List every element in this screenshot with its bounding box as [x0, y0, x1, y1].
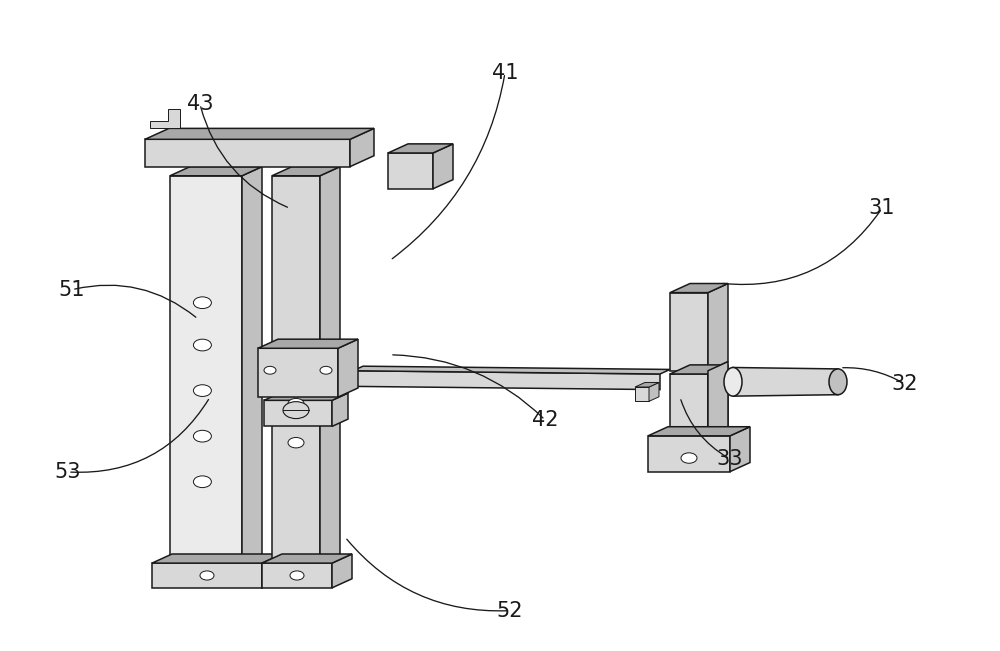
- Polygon shape: [388, 153, 433, 189]
- Circle shape: [288, 437, 304, 448]
- Polygon shape: [433, 144, 453, 189]
- Text: 32: 32: [892, 374, 918, 394]
- Polygon shape: [353, 371, 660, 389]
- Polygon shape: [670, 374, 708, 436]
- Text: 41: 41: [492, 63, 518, 83]
- Polygon shape: [152, 554, 282, 563]
- Circle shape: [681, 453, 697, 464]
- Circle shape: [200, 571, 214, 580]
- Polygon shape: [262, 554, 352, 563]
- Polygon shape: [648, 436, 730, 471]
- Polygon shape: [649, 383, 659, 401]
- Text: 42: 42: [532, 410, 558, 430]
- Polygon shape: [635, 387, 649, 401]
- Polygon shape: [708, 365, 728, 436]
- Polygon shape: [262, 563, 332, 588]
- Circle shape: [193, 385, 211, 396]
- Text: 51: 51: [59, 280, 85, 299]
- Polygon shape: [670, 293, 708, 371]
- Circle shape: [264, 367, 276, 374]
- Polygon shape: [258, 339, 358, 348]
- Ellipse shape: [724, 367, 742, 396]
- Polygon shape: [350, 128, 374, 167]
- Polygon shape: [272, 176, 320, 563]
- Polygon shape: [388, 144, 453, 153]
- Text: 52: 52: [497, 601, 523, 620]
- Circle shape: [288, 359, 304, 370]
- Polygon shape: [733, 367, 838, 396]
- Text: 53: 53: [55, 462, 81, 482]
- Circle shape: [193, 297, 211, 309]
- Circle shape: [320, 367, 332, 374]
- Polygon shape: [648, 427, 750, 436]
- Polygon shape: [332, 554, 352, 588]
- Circle shape: [290, 571, 304, 580]
- Polygon shape: [708, 362, 728, 436]
- Circle shape: [283, 402, 309, 419]
- Polygon shape: [708, 284, 728, 371]
- Polygon shape: [320, 167, 340, 563]
- Polygon shape: [152, 563, 262, 588]
- Polygon shape: [272, 167, 340, 176]
- Text: 43: 43: [187, 94, 213, 114]
- Polygon shape: [264, 393, 348, 400]
- Circle shape: [193, 430, 211, 442]
- Ellipse shape: [829, 369, 847, 395]
- Polygon shape: [635, 383, 659, 387]
- Polygon shape: [145, 139, 350, 167]
- Polygon shape: [730, 427, 750, 471]
- Polygon shape: [170, 176, 242, 563]
- Polygon shape: [353, 366, 670, 374]
- Polygon shape: [150, 109, 180, 128]
- Circle shape: [193, 476, 211, 488]
- Circle shape: [193, 339, 211, 351]
- Text: 33: 33: [717, 449, 743, 469]
- Polygon shape: [338, 339, 358, 397]
- Polygon shape: [670, 365, 728, 374]
- Polygon shape: [258, 348, 338, 397]
- Polygon shape: [170, 167, 262, 176]
- Polygon shape: [262, 554, 282, 588]
- Polygon shape: [264, 400, 332, 426]
- Text: 31: 31: [869, 199, 895, 218]
- Circle shape: [288, 398, 304, 409]
- Polygon shape: [332, 393, 348, 426]
- Polygon shape: [242, 167, 262, 563]
- Polygon shape: [670, 284, 728, 293]
- Polygon shape: [145, 128, 374, 139]
